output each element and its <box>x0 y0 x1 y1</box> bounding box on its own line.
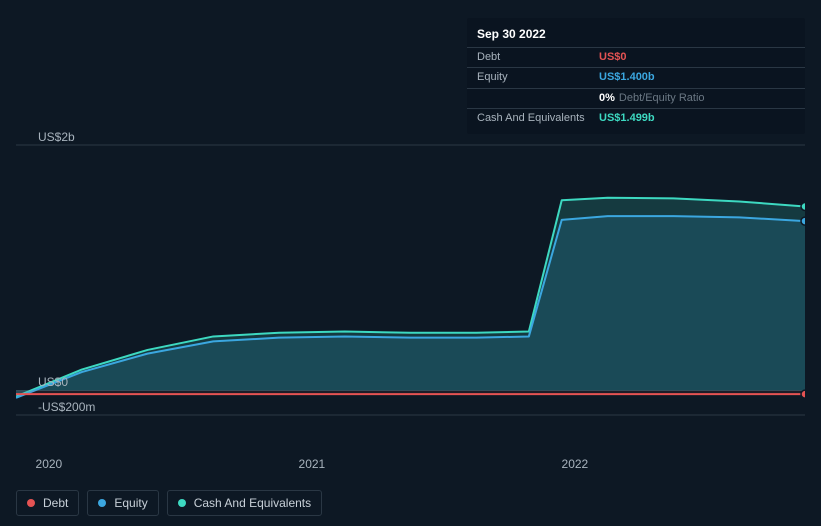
legend-item-debt[interactable]: Debt <box>16 490 79 516</box>
tooltip-row-label: Cash And Equivalents <box>477 111 599 126</box>
tooltip-row-value: US$0 <box>599 50 627 65</box>
tooltip-row: Cash And EquivalentsUS$1.499b <box>467 108 805 128</box>
legend-label: Debt <box>43 496 68 510</box>
tooltip-row-value: US$1.400b <box>599 70 655 85</box>
legend-label: Cash And Equivalents <box>194 496 311 510</box>
tooltip-row-value: 0% <box>599 91 615 106</box>
chart-legend: Debt Equity Cash And Equivalents <box>16 490 322 516</box>
legend-dot <box>178 499 186 507</box>
tooltip-row: DebtUS$0 <box>467 47 805 67</box>
x-axis-label: 2020 <box>36 457 63 471</box>
y-axis-label: US$0 <box>38 375 68 389</box>
tooltip-row-label: Equity <box>477 70 599 85</box>
x-axis-label: 2022 <box>562 457 589 471</box>
tooltip-row-extra: Debt/Equity Ratio <box>619 91 705 106</box>
data-tooltip: Sep 30 2022 DebtUS$0EquityUS$1.400b0%Deb… <box>467 18 805 134</box>
y-axis-label: -US$200m <box>38 400 95 414</box>
legend-item-cash[interactable]: Cash And Equivalents <box>167 490 322 516</box>
legend-item-equity[interactable]: Equity <box>87 490 158 516</box>
tooltip-row: 0% Debt/Equity Ratio <box>467 88 805 108</box>
y-axis-label: US$2b <box>38 130 75 144</box>
x-axis-label: 2021 <box>299 457 326 471</box>
tooltip-row-value: US$1.499b <box>599 111 655 126</box>
legend-dot <box>98 499 106 507</box>
tooltip-row: EquityUS$1.400b <box>467 67 805 87</box>
legend-dot <box>27 499 35 507</box>
tooltip-date: Sep 30 2022 <box>467 24 805 47</box>
tooltip-row-label: Debt <box>477 50 599 65</box>
tooltip-row-label <box>477 91 599 106</box>
legend-label: Equity <box>114 496 147 510</box>
